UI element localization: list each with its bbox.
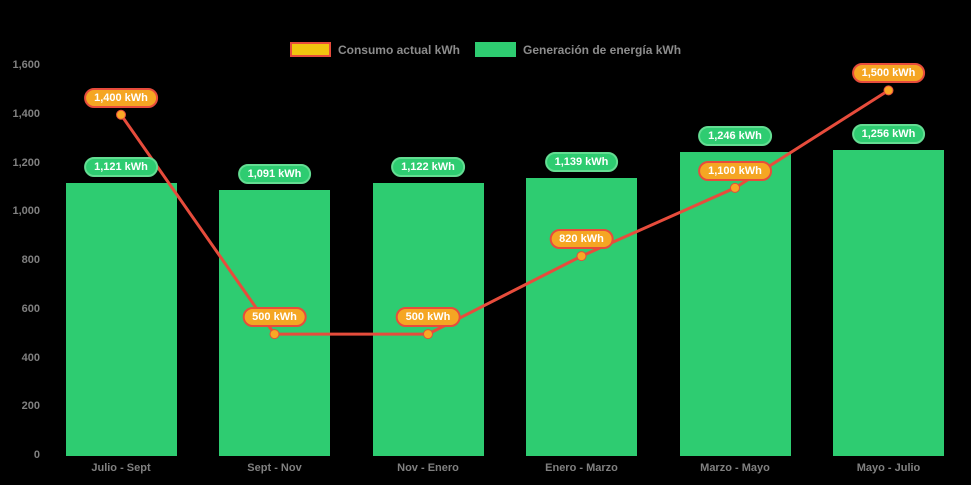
consumption-value-label: 1,500 kWh bbox=[851, 63, 926, 84]
generation-value-label: 1,256 kWh bbox=[851, 123, 926, 144]
consumption-value-label: 500 kWh bbox=[395, 307, 461, 328]
y-axis-tick-label: 600 bbox=[21, 302, 40, 315]
consumption-value-label: 1,400 kWh bbox=[84, 87, 158, 108]
y-axis-tick-label: 0 bbox=[33, 449, 40, 461]
x-axis-category-label: Sept - Nov bbox=[247, 462, 302, 474]
y-axis-tick-label: 400 bbox=[21, 351, 40, 364]
consumption-value-label: 820 kWh bbox=[549, 229, 614, 250]
y-axis-tick-label: 1,200 bbox=[12, 156, 40, 169]
y-axis-tick-label: 1,400 bbox=[12, 107, 40, 120]
x-axis-category-label: Mayo - Julio bbox=[856, 462, 921, 474]
generation-bar[interactable] bbox=[65, 182, 177, 456]
legend-item-consumo-actual[interactable]: Consumo actual kWh bbox=[289, 42, 460, 57]
x-axis-category-label: Julio - Sept bbox=[91, 462, 151, 474]
generation-value-label: 1,122 kWh bbox=[391, 156, 465, 177]
consumption-value-label: 1,100 kWh bbox=[698, 160, 772, 181]
generation-value-label: 1,246 kWh bbox=[698, 126, 772, 147]
legend-item-generacion-energia[interactable]: Generación de energía kWh bbox=[474, 42, 682, 57]
line-point-marker[interactable] bbox=[883, 85, 894, 96]
generation-value-label: 1,091 kWh bbox=[237, 164, 312, 185]
legend-label-generacion: Generación de energía kWh bbox=[522, 42, 682, 57]
x-axis-category-label: Enero - Marzo bbox=[545, 462, 618, 474]
x-axis-category-label: Marzo - Mayo bbox=[700, 462, 770, 474]
chart-legend: Consumo actual kWh Generación de energía… bbox=[0, 42, 971, 57]
consumption-value-label: 500 kWh bbox=[242, 307, 307, 328]
generation-bar[interactable] bbox=[526, 178, 637, 456]
x-axis-category-label: Nov - Enero bbox=[397, 462, 459, 474]
y-axis-tick-label: 800 bbox=[21, 254, 40, 266]
y-axis-tick-label: 1,000 bbox=[12, 205, 40, 218]
generation-bar[interactable] bbox=[833, 149, 944, 456]
line-point-marker[interactable] bbox=[116, 109, 126, 120]
legend-swatch-generacion-icon bbox=[474, 42, 516, 57]
generation-value-label: 1,121 kWh bbox=[84, 156, 158, 177]
y-axis-tick-label: 1,600 bbox=[12, 59, 40, 71]
y-axis-tick-label: 200 bbox=[21, 400, 40, 413]
generation-value-label: 1,139 kWh bbox=[544, 152, 619, 173]
generation-bar[interactable] bbox=[679, 152, 791, 456]
legend-swatch-consumo-icon bbox=[289, 42, 331, 57]
legend-label-consumo: Consumo actual kWh bbox=[337, 42, 460, 57]
